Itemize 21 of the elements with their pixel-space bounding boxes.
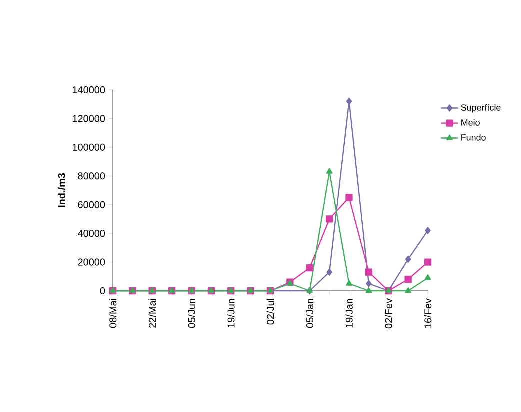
x-tick-label: 05/Jun	[188, 299, 196, 328]
y-tick-label: 60000	[78, 201, 106, 208]
x-tick-label: 05/Jan	[306, 299, 314, 328]
x-tick-label: 19/Jan	[346, 299, 353, 328]
x-tick-label: 16/Fev	[424, 298, 432, 328]
y-tick-label: 100000	[73, 144, 106, 151]
x-tick-label: 02/Fev	[384, 298, 392, 329]
x-tick-label: 02/Jul	[266, 299, 274, 325]
legend-label: Superfície	[461, 104, 501, 113]
y-tick-label: 40000	[78, 230, 106, 238]
y-tick-label: 120000	[73, 115, 106, 122]
x-tick-label: 22/Mai	[148, 299, 156, 328]
legend-label: Meio	[462, 119, 480, 126]
x-tick-label: 19/Jun	[227, 299, 235, 328]
y-axis-title: Ind./m3	[58, 173, 66, 208]
y-tick-label: 0	[100, 287, 106, 295]
y-tick-label: 20000	[78, 258, 106, 266]
y-tick-label: 140000	[73, 86, 106, 94]
y-tick-label: 80000	[78, 172, 106, 180]
x-tick-label: 08/Mai	[109, 299, 117, 328]
legend-label: Fundo	[462, 134, 486, 141]
